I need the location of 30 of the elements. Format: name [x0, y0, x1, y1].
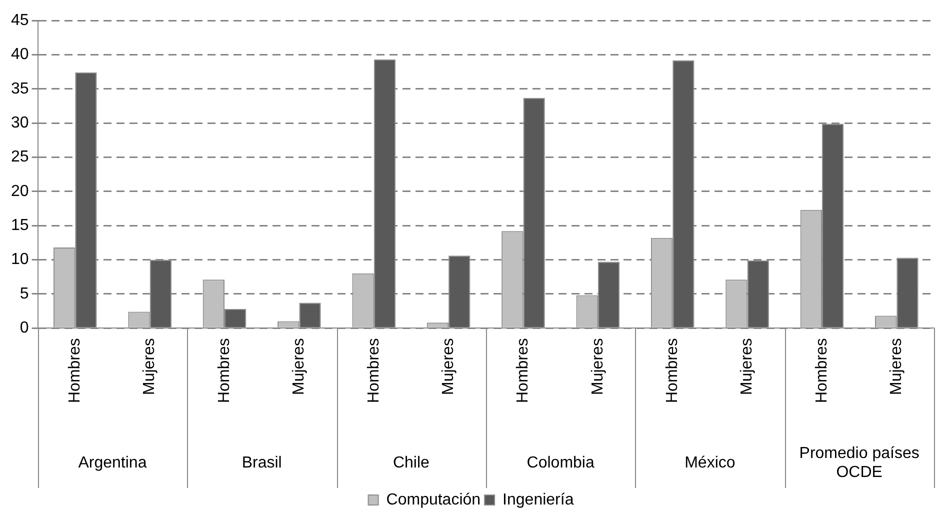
y-tick-label: 30	[11, 114, 29, 132]
x-tick-label: Hombres	[216, 338, 233, 403]
y-tick-label: 0	[20, 320, 29, 336]
x-tick-label: Hombres	[813, 338, 830, 403]
x-tick-label: Mujeres	[141, 338, 158, 395]
x-tick-label: Hombres	[514, 338, 532, 403]
x-tick-label: Hombres	[664, 338, 682, 403]
y-tick-label: 15	[11, 217, 29, 234]
x-tick-label: Mujeres	[440, 338, 457, 395]
x-tick-label: Mujeres	[738, 338, 756, 395]
text: México	[684, 454, 736, 472]
text: Colombia	[526, 454, 594, 472]
text: Brasil	[242, 454, 282, 472]
text: Argentina	[78, 454, 147, 472]
y-tick-label: 35	[11, 80, 29, 98]
x-tick-label: Mujeres	[290, 338, 308, 395]
text: Chile	[392, 454, 430, 472]
y-tick-label: 45	[11, 12, 29, 30]
y-tick-label: 10	[11, 251, 29, 268]
y-tick-label: 20	[11, 182, 29, 200]
x-tick-label: Mujeres	[888, 338, 906, 395]
x-tick-label: Hombres	[66, 338, 84, 403]
y-tick-label: 40	[11, 46, 29, 64]
legend-label: Computación	[386, 491, 481, 508]
x-tick-label: Mujeres	[589, 338, 606, 395]
text: Promedio países OCDE	[799, 445, 920, 481]
x-tick-label: Hombres	[365, 338, 382, 403]
y-tick-label: 5	[20, 285, 29, 302]
legend-label: Ingeniería	[502, 491, 574, 508]
y-tick-label: 25	[11, 148, 29, 166]
